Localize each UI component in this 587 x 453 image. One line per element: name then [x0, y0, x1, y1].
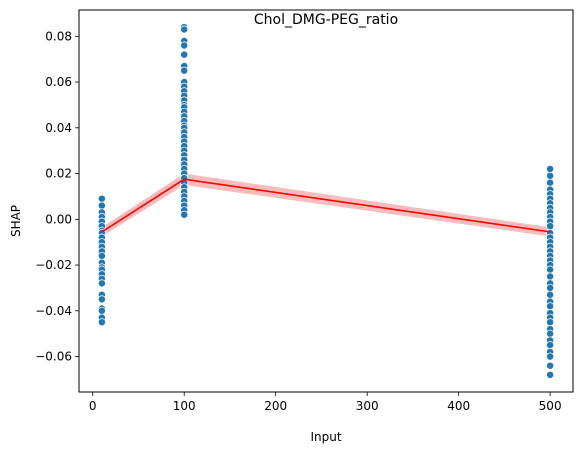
x-tick-label: 200 [264, 399, 287, 413]
x-tick-label: 400 [447, 399, 470, 413]
y-tick-label: 0.06 [45, 75, 72, 89]
x-tick-label: 0 [89, 399, 97, 413]
x-tick-label: 100 [173, 399, 196, 413]
data-point [180, 66, 189, 75]
data-point [546, 290, 555, 299]
data-point [546, 283, 555, 292]
data-point [546, 265, 555, 274]
data-point [546, 302, 555, 311]
data-point [97, 279, 106, 288]
axes-frame [78, 9, 574, 393]
y-tick-label: 0.04 [45, 121, 72, 135]
x-tick-label: 500 [539, 399, 562, 413]
data-point [180, 25, 189, 34]
data-point [546, 171, 555, 180]
data-point [546, 341, 555, 350]
data-point [97, 251, 106, 260]
y-tick-label: −0.02 [35, 258, 72, 272]
data-point [546, 361, 555, 370]
data-point [546, 352, 555, 361]
y-tick-label: −0.04 [35, 304, 72, 318]
chart-title: Chol_DMG-PEG_ratio [254, 12, 398, 28]
x-axis: 0 100 200 300 400 500 [89, 392, 562, 413]
data-point [180, 210, 189, 219]
plot-area [97, 23, 555, 379]
x-axis-label: Input [310, 430, 341, 444]
y-axis-label: SHAP [9, 205, 23, 237]
data-point [546, 222, 555, 231]
x-tick-label: 300 [356, 399, 379, 413]
y-tick-label: −0.06 [35, 350, 72, 364]
data-point [546, 329, 555, 338]
data-point [546, 370, 555, 379]
data-point [97, 306, 106, 315]
data-point [97, 194, 106, 203]
data-point [180, 41, 189, 50]
y-tick-label: 0.00 [45, 212, 72, 226]
data-point [97, 295, 106, 304]
data-point [97, 201, 106, 210]
data-point [97, 318, 106, 327]
data-point [546, 165, 555, 173]
data-point [546, 178, 555, 187]
trend-line [101, 178, 551, 233]
data-point [180, 50, 189, 59]
y-tick-label: 0.08 [45, 29, 72, 43]
data-point [546, 318, 555, 327]
y-axis: −0.06 −0.04 −0.02 0.00 0.02 0.04 0.06 0.08 [35, 29, 79, 364]
data-point [546, 272, 555, 281]
y-tick-label: 0.02 [45, 167, 72, 181]
